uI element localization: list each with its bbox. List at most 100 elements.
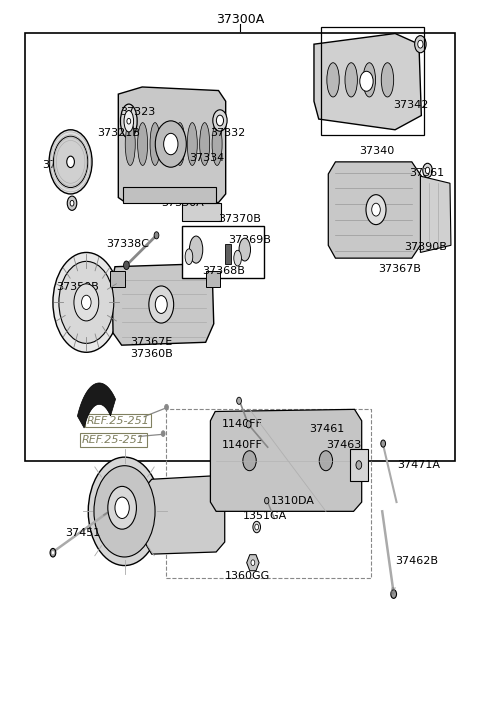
- Ellipse shape: [212, 122, 222, 165]
- Ellipse shape: [213, 110, 227, 131]
- Polygon shape: [112, 264, 214, 345]
- Ellipse shape: [360, 72, 373, 91]
- Bar: [321, 27, 424, 135]
- Text: 37300A: 37300A: [216, 13, 264, 26]
- Ellipse shape: [415, 36, 426, 53]
- Ellipse shape: [216, 115, 224, 126]
- Ellipse shape: [253, 521, 261, 533]
- Ellipse shape: [154, 232, 159, 239]
- Ellipse shape: [53, 253, 120, 352]
- Ellipse shape: [94, 465, 155, 557]
- Text: 37360B: 37360B: [131, 349, 173, 359]
- Polygon shape: [77, 383, 116, 428]
- Ellipse shape: [115, 497, 129, 518]
- Polygon shape: [118, 87, 226, 203]
- Text: 1140FF: 1140FF: [222, 419, 263, 429]
- Ellipse shape: [185, 249, 193, 265]
- Ellipse shape: [120, 104, 137, 138]
- Ellipse shape: [175, 122, 185, 165]
- Ellipse shape: [381, 440, 385, 448]
- Polygon shape: [314, 34, 421, 130]
- Text: 37367E: 37367E: [131, 337, 173, 347]
- Text: 37330A: 37330A: [161, 198, 204, 208]
- Ellipse shape: [251, 560, 255, 566]
- Ellipse shape: [423, 163, 432, 178]
- Ellipse shape: [187, 122, 197, 165]
- Ellipse shape: [67, 196, 77, 211]
- Text: 37332: 37332: [210, 128, 246, 138]
- Ellipse shape: [124, 110, 133, 132]
- Text: 37321B: 37321B: [97, 128, 140, 138]
- Polygon shape: [420, 176, 451, 253]
- Text: 37338C: 37338C: [107, 239, 149, 249]
- Text: 1310DA: 1310DA: [271, 495, 315, 505]
- Bar: [225, 244, 231, 264]
- Polygon shape: [210, 410, 362, 511]
- Bar: [182, 203, 221, 221]
- Ellipse shape: [156, 296, 167, 314]
- Text: 37369B: 37369B: [228, 236, 271, 246]
- Ellipse shape: [243, 450, 256, 470]
- Text: 37463: 37463: [326, 440, 361, 450]
- Text: 37370B: 37370B: [218, 214, 262, 224]
- Ellipse shape: [345, 63, 358, 97]
- Ellipse shape: [264, 498, 269, 504]
- Ellipse shape: [327, 63, 339, 97]
- Ellipse shape: [82, 295, 91, 309]
- Text: 37390B: 37390B: [405, 243, 447, 253]
- Text: 37350B: 37350B: [56, 281, 99, 291]
- Ellipse shape: [239, 238, 251, 261]
- Ellipse shape: [234, 251, 241, 266]
- Ellipse shape: [125, 122, 135, 165]
- Text: 37367B: 37367B: [378, 264, 421, 274]
- Ellipse shape: [74, 284, 99, 321]
- Ellipse shape: [70, 200, 74, 206]
- Ellipse shape: [246, 421, 251, 428]
- Ellipse shape: [88, 457, 161, 566]
- Ellipse shape: [319, 450, 333, 470]
- Ellipse shape: [381, 63, 394, 97]
- Text: 37342: 37342: [393, 100, 428, 110]
- Text: REF.25-251: REF.25-251: [87, 416, 150, 426]
- Ellipse shape: [165, 405, 168, 410]
- Ellipse shape: [50, 548, 56, 557]
- Ellipse shape: [123, 261, 129, 269]
- Text: 37340: 37340: [360, 146, 395, 156]
- Ellipse shape: [156, 121, 186, 168]
- Ellipse shape: [190, 236, 203, 263]
- Ellipse shape: [418, 40, 423, 48]
- Ellipse shape: [391, 590, 396, 599]
- Text: 1140FF: 1140FF: [222, 440, 263, 450]
- Text: 37451: 37451: [65, 528, 100, 538]
- Ellipse shape: [237, 397, 241, 405]
- Ellipse shape: [162, 122, 172, 165]
- Text: 37471A: 37471A: [397, 460, 441, 470]
- Ellipse shape: [59, 261, 114, 344]
- Ellipse shape: [108, 486, 136, 529]
- Polygon shape: [328, 162, 421, 258]
- Text: 37361: 37361: [409, 168, 444, 178]
- Text: 37368B: 37368B: [202, 266, 245, 276]
- Ellipse shape: [366, 195, 386, 225]
- Bar: [350, 449, 368, 480]
- Ellipse shape: [49, 130, 92, 194]
- Ellipse shape: [150, 122, 160, 165]
- Ellipse shape: [372, 203, 380, 216]
- Text: 37461: 37461: [309, 425, 345, 435]
- Ellipse shape: [363, 63, 375, 97]
- Polygon shape: [247, 555, 259, 571]
- Bar: [123, 187, 216, 203]
- Text: 1351GA: 1351GA: [242, 511, 287, 521]
- Polygon shape: [144, 475, 225, 554]
- Text: 37334: 37334: [189, 153, 224, 163]
- Ellipse shape: [53, 136, 88, 188]
- Text: 37323: 37323: [120, 107, 155, 117]
- Text: REF.25-251: REF.25-251: [82, 435, 145, 445]
- Ellipse shape: [51, 551, 54, 555]
- Bar: [110, 271, 124, 286]
- Bar: [205, 271, 220, 286]
- Text: 1360GG: 1360GG: [225, 571, 270, 581]
- Bar: [25, 34, 455, 461]
- Ellipse shape: [164, 133, 178, 155]
- Ellipse shape: [127, 118, 131, 124]
